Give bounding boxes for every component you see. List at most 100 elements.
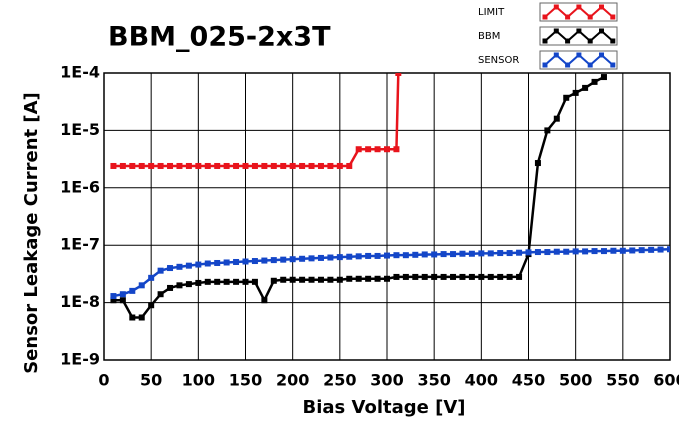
data-point xyxy=(346,253,353,260)
data-point xyxy=(251,258,258,265)
data-point xyxy=(412,273,419,280)
data-point xyxy=(516,249,523,256)
data-point xyxy=(346,162,353,169)
legend-marker xyxy=(599,28,604,34)
legend-marker xyxy=(587,62,593,68)
data-point xyxy=(544,127,551,134)
data-point xyxy=(327,254,334,261)
data-point xyxy=(393,252,400,259)
legend-marker xyxy=(542,62,548,68)
data-point xyxy=(582,248,589,255)
data-point xyxy=(129,162,136,169)
data-point xyxy=(450,251,457,258)
legend-marker xyxy=(599,52,604,58)
data-point xyxy=(478,273,485,280)
data-point xyxy=(270,257,277,264)
data-point xyxy=(289,256,296,263)
data-point xyxy=(497,273,504,280)
data-point xyxy=(176,263,183,270)
data-point xyxy=(317,276,324,283)
data-point xyxy=(242,258,249,265)
y-axis-label: Sensor Leakage Current [A] xyxy=(21,92,42,374)
x-tick-label: 400 xyxy=(465,371,498,390)
data-point xyxy=(129,287,136,294)
data-point xyxy=(487,273,494,280)
data-point xyxy=(129,314,136,321)
data-point xyxy=(478,250,485,257)
data-point xyxy=(553,115,560,122)
data-point xyxy=(440,251,447,258)
data-point xyxy=(440,273,447,280)
x-tick-label: 150 xyxy=(229,371,262,390)
y-tick-label: 1E-4 xyxy=(60,63,100,82)
legend-label: SENSOR xyxy=(478,55,519,66)
data-point xyxy=(233,162,240,169)
data-point xyxy=(374,146,381,153)
data-point xyxy=(280,162,287,169)
data-point xyxy=(544,249,551,256)
data-point xyxy=(110,162,117,169)
data-point xyxy=(600,74,607,81)
data-point xyxy=(534,160,541,167)
data-point xyxy=(148,274,155,281)
data-point xyxy=(280,276,287,283)
data-point xyxy=(214,259,221,266)
data-point xyxy=(591,248,598,255)
data-point xyxy=(167,265,174,272)
data-point xyxy=(251,162,258,169)
data-point xyxy=(506,250,513,257)
legend-marker xyxy=(576,4,582,10)
data-point xyxy=(355,275,362,282)
data-point xyxy=(638,247,645,254)
data-point xyxy=(195,279,202,286)
data-point xyxy=(421,273,428,280)
data-point xyxy=(299,162,306,169)
data-point xyxy=(148,162,155,169)
legend-marker xyxy=(587,14,593,20)
data-point xyxy=(553,248,560,255)
data-point xyxy=(223,162,230,169)
data-point xyxy=(327,276,334,283)
data-point xyxy=(214,278,221,285)
data-point xyxy=(600,248,607,255)
x-tick-label: 200 xyxy=(276,371,309,390)
data-point xyxy=(497,250,504,257)
legend-marker xyxy=(610,14,616,20)
x-tick-label: 50 xyxy=(140,371,162,390)
data-point xyxy=(233,258,240,265)
data-point xyxy=(138,162,145,169)
data-point xyxy=(374,252,381,259)
data-point xyxy=(487,250,494,257)
data-point xyxy=(402,252,409,259)
data-point xyxy=(346,275,353,282)
legend-label: BBM xyxy=(478,31,500,42)
data-point xyxy=(355,146,362,153)
data-point xyxy=(195,162,202,169)
data-point xyxy=(167,284,174,291)
data-point xyxy=(667,246,670,253)
legend-marker xyxy=(553,28,559,34)
data-point xyxy=(270,162,277,169)
data-point xyxy=(119,291,126,298)
legend-marker xyxy=(610,62,616,68)
data-point xyxy=(657,246,664,253)
y-tick-label: 1E-5 xyxy=(60,120,100,139)
data-point xyxy=(395,73,402,76)
data-point xyxy=(317,254,324,261)
x-tick-label: 600 xyxy=(653,371,679,390)
legend-marker xyxy=(610,38,616,44)
data-point xyxy=(167,162,174,169)
data-point xyxy=(534,249,541,256)
y-tick-label: 1E-7 xyxy=(60,235,100,254)
data-point xyxy=(572,248,579,255)
data-point xyxy=(336,254,343,261)
data-point xyxy=(365,146,372,153)
data-point xyxy=(336,162,343,169)
data-point xyxy=(280,256,287,263)
data-point xyxy=(185,162,192,169)
legend-marker xyxy=(565,62,571,68)
data-point xyxy=(572,89,579,96)
x-axis-label: Bias Voltage [V] xyxy=(303,397,466,418)
y-tick-label: 1E-8 xyxy=(60,292,100,311)
data-point xyxy=(148,302,155,309)
